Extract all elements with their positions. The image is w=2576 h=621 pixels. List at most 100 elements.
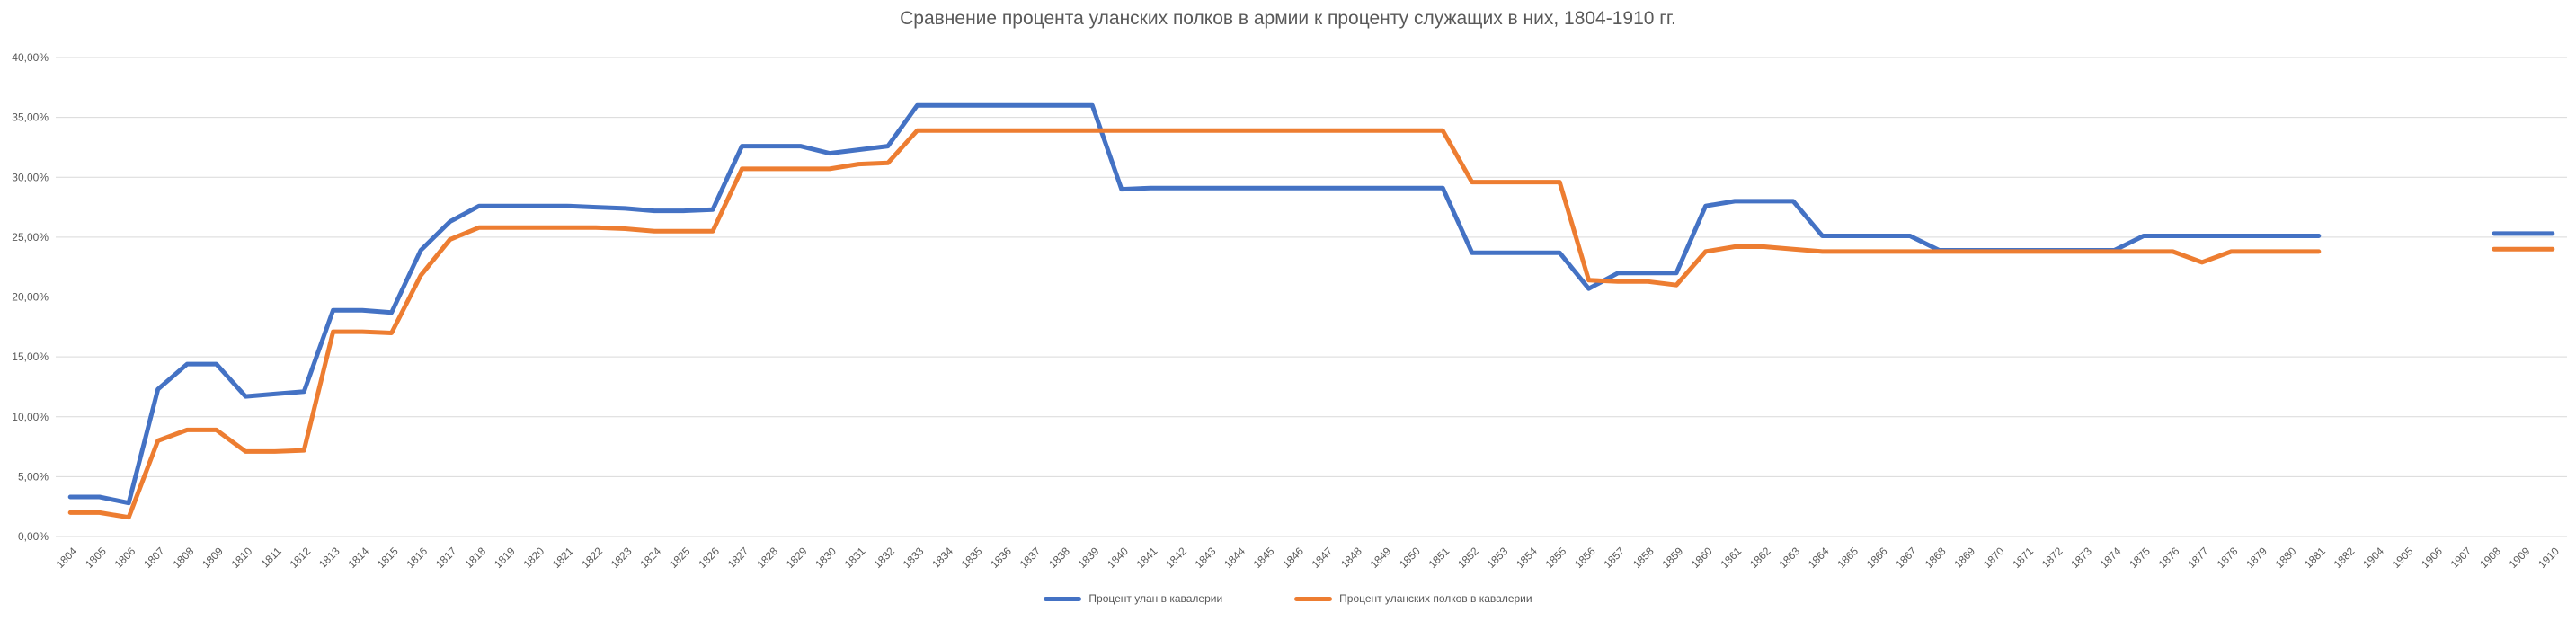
- x-tick-label: 1849: [1368, 545, 1394, 571]
- x-tick-label: 1848: [1338, 545, 1364, 571]
- x-tick-label: 1865: [1834, 545, 1861, 571]
- x-tick-label: 1804: [54, 545, 80, 571]
- x-tick-label: 1862: [1747, 545, 1773, 571]
- x-tick-label: 1837: [1017, 545, 1044, 571]
- x-tick-label: 1867: [1893, 545, 1919, 571]
- y-tick-label: 10,00%: [12, 411, 49, 423]
- x-tick-label: 1832: [871, 545, 897, 571]
- x-tick-label: 1846: [1280, 545, 1306, 571]
- x-tick-label: 1879: [2243, 545, 2270, 571]
- x-tick-label: 1868: [1923, 545, 1949, 571]
- y-tick-label: 5,00%: [18, 470, 49, 483]
- y-tick-label: 0,00%: [18, 530, 49, 543]
- x-tick-label: 1810: [229, 545, 255, 571]
- x-tick-label: 1842: [1163, 545, 1189, 571]
- x-tick-label: 1819: [492, 545, 518, 571]
- x-tick-label: 1878: [2215, 545, 2241, 571]
- x-tick-label: 1873: [2068, 545, 2094, 571]
- x-tick-label: 1854: [1514, 545, 1540, 571]
- x-tick-label: 1852: [1455, 545, 1481, 571]
- y-tick-label: 30,00%: [12, 171, 49, 183]
- x-tick-label: 1856: [1572, 545, 1598, 571]
- x-tick-label: 1827: [725, 545, 751, 571]
- x-tick-label: 1877: [2185, 545, 2211, 571]
- series-polyline: [67, 128, 2322, 520]
- x-tick-label: 1820: [520, 545, 546, 571]
- legend-label-ulans: Процент улан в кавалерии: [1088, 592, 1223, 605]
- legend-line-marker-orange: [1294, 596, 1333, 601]
- x-tick-label: 1864: [1806, 545, 1832, 571]
- x-tick-label: 1828: [754, 545, 780, 571]
- x-tick-label: 1881: [2302, 545, 2328, 571]
- x-tick-label: 1869: [1951, 545, 1977, 571]
- y-axis-labels: 0,00% 5,00% 10,00% 15,00% 20,00% 25,00% 30,00%…: [12, 51, 49, 543]
- x-tick-label: 1818: [462, 545, 488, 571]
- x-tick-label: 1857: [1601, 545, 1627, 571]
- x-tick-label: 1845: [1251, 545, 1277, 571]
- x-tick-label: 1825: [667, 545, 693, 571]
- x-tick-label: 1907: [2448, 545, 2474, 571]
- x-tick-label: 1806: [112, 545, 138, 571]
- x-tick-label: 1858: [1630, 545, 1657, 571]
- legend-item-regiments: Процент уланских полков в кавалерии: [1294, 592, 1532, 605]
- x-tick-label: 1908: [2477, 545, 2503, 571]
- y-tick-label: 25,00%: [12, 231, 49, 244]
- x-tick-label: 1874: [2098, 545, 2124, 571]
- x-tick-label: 1866: [1864, 545, 1890, 571]
- y-tick-label: 15,00%: [12, 350, 49, 363]
- y-tick-label: 20,00%: [12, 291, 49, 304]
- x-tick-label: 1860: [1689, 545, 1715, 571]
- x-tick-label: 1835: [959, 545, 985, 571]
- x-tick-label: 1844: [1221, 545, 1248, 571]
- x-tick-label: 1816: [404, 545, 430, 571]
- x-tick-label: 1840: [1105, 545, 1131, 571]
- x-tick-label: 1863: [1776, 545, 1802, 571]
- x-tick-label: 1859: [1659, 545, 1685, 571]
- x-tick-label: 1904: [2360, 545, 2386, 571]
- chart-title: Сравнение процента уланских полков в арм…: [900, 8, 1676, 29]
- x-tick-label: 1808: [171, 545, 197, 571]
- x-tick-label: 1861: [1718, 545, 1744, 571]
- x-tick-label: 1809: [200, 545, 226, 571]
- x-tick-label: 1811: [259, 545, 284, 570]
- x-tick-label: 1876: [2156, 545, 2182, 571]
- x-tick-label: 1909: [2507, 545, 2533, 571]
- x-tick-label: 1910: [2536, 545, 2562, 571]
- x-tick-label: 1870: [1981, 545, 2007, 571]
- x-tick-label: 1838: [1046, 545, 1072, 571]
- x-tick-label: 1841: [1134, 545, 1160, 571]
- x-tick-label: 1834: [929, 545, 955, 571]
- x-tick-label: 1906: [2419, 545, 2445, 571]
- legend-line-marker-blue: [1044, 596, 1082, 601]
- gridlines: [56, 57, 2567, 537]
- x-tick-label: 1880: [2273, 545, 2299, 571]
- x-tick-label: 1882: [2332, 545, 2358, 571]
- x-tick-label: 1875: [2127, 545, 2153, 571]
- x-tick-label: 1823: [608, 545, 635, 571]
- x-tick-label: 1839: [1076, 545, 1102, 571]
- x-tick-label: 1817: [433, 545, 459, 571]
- series-line-1: [67, 128, 2555, 520]
- x-tick-label: 1805: [83, 545, 109, 571]
- x-tick-label: 1843: [1193, 545, 1219, 571]
- x-tick-label: 1871: [2010, 545, 2036, 571]
- x-tick-label: 1822: [579, 545, 605, 571]
- x-tick-label: 1824: [637, 545, 663, 571]
- series-line-0: [67, 102, 2555, 506]
- x-tick-label: 1905: [2390, 545, 2416, 571]
- x-tick-label: 1831: [842, 545, 868, 571]
- y-tick-label: 40,00%: [12, 51, 49, 64]
- legend-item-ulans: Процент улан в кавалерии: [1044, 592, 1222, 605]
- x-tick-label: 1855: [1543, 545, 1569, 571]
- x-tick-label: 1813: [316, 545, 342, 571]
- legend-label-regiments: Процент уланских полков в кавалерии: [1339, 592, 1532, 605]
- x-tick-label: 1821: [550, 545, 576, 571]
- x-tick-label: 1872: [2039, 545, 2065, 571]
- x-tick-label: 1815: [375, 545, 401, 571]
- x-tick-label: 1829: [784, 545, 810, 571]
- x-tick-label: 1853: [1485, 545, 1511, 571]
- x-tick-label: 1836: [988, 545, 1014, 571]
- x-tick-label: 1826: [696, 545, 722, 571]
